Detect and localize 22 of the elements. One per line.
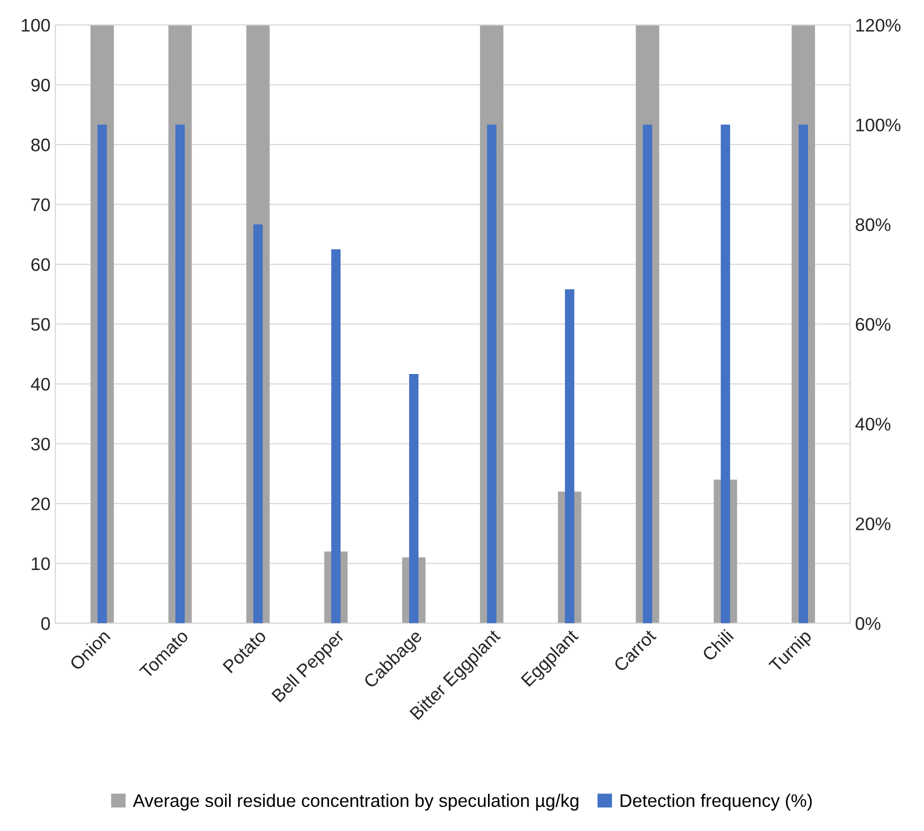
y-tick-label: 30 <box>31 438 50 450</box>
y2-tick-label: 100% <box>856 118 900 132</box>
y2-tick-label: 40% <box>855 418 890 431</box>
y2-tick-label: 0% <box>856 617 880 630</box>
legend-label: Average soil residue concentration by speculation µg/kg <box>132 794 578 811</box>
y-tick-label: 20 <box>31 498 50 510</box>
y-tick-label: 10 <box>32 557 50 570</box>
y-tick-label: 100 <box>22 18 50 32</box>
y-tick-label: 50 <box>31 318 50 331</box>
y2-tick-label: 80% <box>856 218 890 232</box>
y2-tick-label: 60% <box>856 318 890 331</box>
y-tick-label: 70 <box>31 198 50 212</box>
bar <box>253 224 263 624</box>
legend-label: Detection frequency (%) <box>620 794 812 811</box>
x-tick-label: Chili <box>701 628 734 662</box>
y-tick-label: 60 <box>31 258 50 271</box>
y-tick-label: 40 <box>30 378 50 391</box>
y2-tick-label: 20% <box>856 517 890 530</box>
y-tick-label: 80 <box>31 138 50 152</box>
y-tick-label: 0 <box>41 617 50 630</box>
y2-tick-label: 120% <box>856 18 900 32</box>
y-tick-label: 90 <box>31 78 50 92</box>
